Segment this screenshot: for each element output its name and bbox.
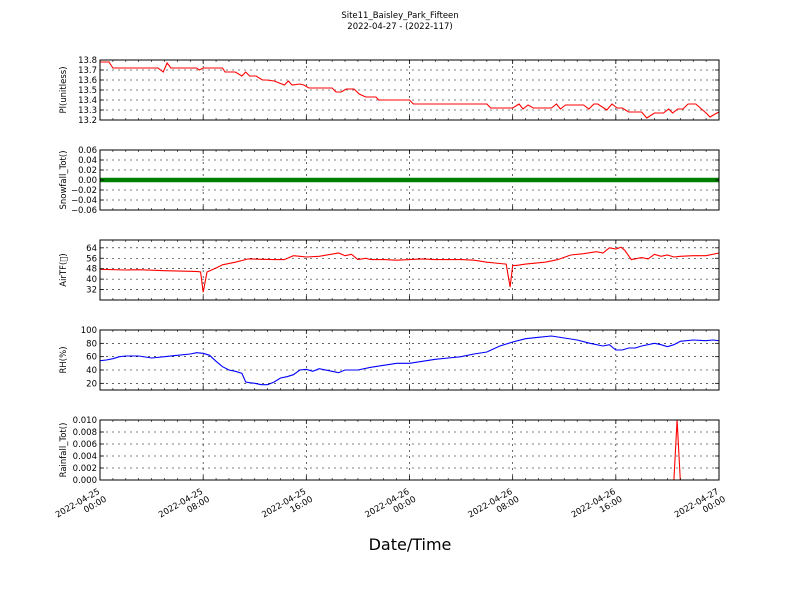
chart-subtitle: 2022-04-27 - (2022-117): [347, 21, 453, 32]
panel-snowfall: −0.06−0.04−0.020.000.020.040.06 Snowfall_…: [59, 146, 720, 216]
y-tick-label: 0.04: [78, 156, 97, 166]
y-tick-label: 0.010: [73, 416, 97, 426]
y-tick-label: 0.002: [73, 464, 97, 474]
x-tick-label: 2022-04-2600:00: [363, 486, 418, 529]
y-tick-label: 40: [86, 275, 97, 285]
y-tick-label: 13.3: [78, 106, 97, 116]
y-tick-label: 13.4: [78, 96, 97, 106]
x-tick-label: 2022-04-2700:00: [673, 486, 728, 529]
y-tick-label: 32: [86, 286, 97, 296]
y-tick-label: 20: [86, 379, 97, 389]
y-axis-label-rainfall: Rainfall_Tot(): [59, 423, 69, 478]
y-tick-label: 0.008: [73, 428, 97, 438]
panel-plim: 13.213.313.413.513.613.713.8 Pl(unitless): [59, 56, 720, 126]
y-tick-label: 80: [86, 339, 97, 349]
y-tick-label: 48: [86, 265, 97, 275]
y-axis-label-airtf: AirTF( ): [59, 253, 69, 287]
x-tick-label: 2022-04-2608:00: [467, 486, 522, 529]
series-line-plim: [100, 61, 720, 119]
y-tick-label: −0.02: [71, 186, 97, 196]
y-tick-label: 100: [81, 326, 97, 336]
y-axis-label-rh: RH(%): [59, 346, 69, 373]
x-tick-label: 2022-04-2616:00: [570, 486, 625, 529]
y-axis-label-snowfall: Snowfall_Tot(): [59, 150, 69, 209]
series-line-rh: [99, 335, 720, 386]
series-line-airtf: [99, 246, 720, 293]
chart-title-block: Site11_Baisley_Park_Fifteen 2022-04-27 -…: [0, 11, 800, 32]
chart-title: Site11_Baisley_Park_Fifteen: [341, 11, 459, 21]
y-tick-label: 13.7: [78, 66, 97, 76]
y-tick-label: 56: [86, 254, 97, 264]
y-tick-label: 40: [86, 366, 97, 376]
y-tick-label: 0.06: [78, 146, 97, 156]
x-axis-label: Date/Time: [369, 535, 452, 554]
y-tick-label: 0.00: [78, 176, 97, 186]
y-tick-label: 60: [86, 353, 97, 363]
y-tick-label: −0.04: [71, 196, 97, 206]
y-axis-label-plim: Pl(unitless): [59, 66, 69, 113]
y-tick-label: 64: [86, 244, 97, 254]
y-tick-label: 0.004: [73, 452, 97, 462]
y-tick-label: 13.2: [78, 116, 97, 126]
x-tick-label: 2022-04-2516:00: [260, 486, 315, 529]
panel-rh: 20 40 60 80 100 RH(%): [59, 326, 720, 391]
panel-rainfall: 0.000 0.002 0.004 0.006 0.008 0.010 Rainfall_T…: [59, 416, 720, 486]
y-tick-label: −0.06: [71, 206, 97, 216]
y-tick-label: 0.000: [73, 476, 97, 486]
y-tick-label: 13.6: [78, 76, 97, 86]
y-tick-label: 0.006: [73, 440, 97, 450]
y-tick-label: 13.8: [78, 56, 97, 66]
y-tick-label: 0.02: [78, 166, 97, 176]
x-tick-label: 2022-04-2500:00: [54, 486, 109, 529]
x-tick-label: 2022-04-2508:00: [157, 486, 212, 529]
y-tick-label: 13.5: [78, 86, 97, 96]
